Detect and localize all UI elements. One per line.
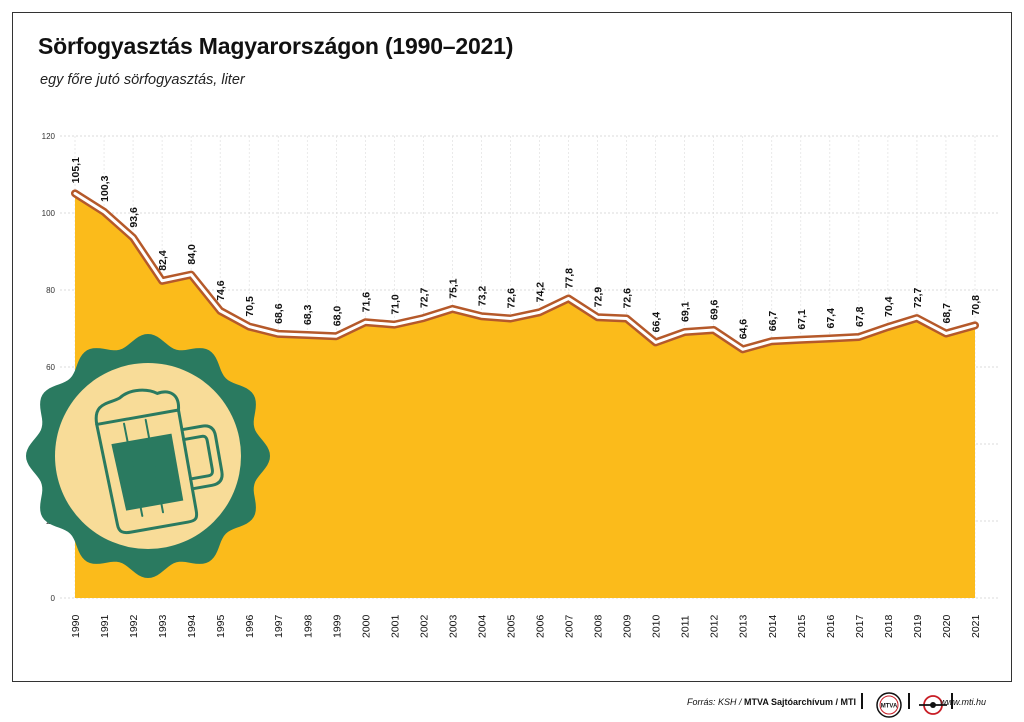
data-label: 68,7 (941, 303, 953, 324)
data-label: 70,5 (244, 296, 256, 317)
x-tick-label: 1998 (302, 614, 314, 638)
x-tick-label: 2007 (564, 614, 576, 638)
website-url: www.mti.hu (939, 697, 986, 707)
y-tick-label: 100 (42, 209, 56, 218)
data-label: 71,6 (360, 292, 372, 313)
data-label: 69,6 (709, 299, 721, 320)
x-tick-label: 1993 (157, 614, 169, 638)
data-label: 70,8 (970, 295, 982, 316)
x-tick-label: 2001 (389, 614, 401, 638)
data-line (71, 189, 979, 354)
data-label: 72,7 (418, 288, 430, 309)
x-tick-label: 2012 (709, 614, 721, 638)
x-tick-label: 2000 (360, 614, 372, 638)
y-tick-label: 120 (42, 132, 56, 141)
logo1-text: MTVA (881, 704, 898, 710)
x-tick-label: 2017 (854, 614, 866, 638)
x-tick-label: 2008 (593, 614, 605, 638)
mug-facets (123, 418, 164, 517)
data-label: 75,1 (447, 278, 459, 299)
x-tick-label: 2005 (505, 614, 517, 638)
source-prefix: Forrás: KSH / (686, 697, 742, 707)
data-label: 70,4 (883, 296, 895, 317)
x-tick-label: 1997 (273, 614, 285, 638)
data-label: 72,6 (622, 288, 634, 309)
data-label: 100,3 (99, 175, 111, 201)
x-tick-label: 2009 (622, 614, 634, 638)
x-tick-label: 2019 (912, 614, 924, 638)
data-label: 77,8 (564, 268, 576, 289)
x-tick-label: 2011 (680, 615, 692, 638)
data-labels: 105,1 100,3 93,6 82,4 84,0 74,6 70,5 68,6 68,3 68… (70, 157, 982, 339)
x-axis-ticks: 1990 1991 1992 1993 1994 1995 1996 1997 1998 1999… (70, 614, 982, 638)
mug-handle-outer (180, 424, 224, 491)
x-tick-label: 2021 (970, 614, 982, 638)
beer-mug-icon (94, 388, 224, 535)
data-area (75, 193, 975, 598)
x-tick-label: 1995 (215, 614, 227, 638)
x-tick-label: 2015 (796, 614, 808, 638)
data-label: 82,4 (157, 250, 169, 271)
data-label: 74,2 (535, 282, 547, 303)
x-tick-label: 2003 (447, 614, 459, 638)
separator (951, 693, 953, 709)
data-label: 72,9 (593, 287, 605, 308)
source-text: Forrás: KSH / MTVA Sajtóarchívum / MTI (687, 697, 856, 707)
separator (861, 693, 863, 709)
x-tick-label: 2013 (738, 614, 750, 638)
separator (908, 693, 910, 709)
x-tick-label: 1991 (99, 614, 111, 638)
x-tick-label: 2018 (883, 614, 895, 638)
x-tick-label: 2020 (941, 614, 953, 638)
footer: Forrás: KSH / MTVA Sajtóarchívum / MTI M… (0, 688, 1024, 722)
x-tick-label: 1990 (70, 614, 82, 638)
data-label: 67,8 (854, 306, 866, 327)
y-tick-label: 0 (51, 594, 56, 603)
data-label: 68,0 (331, 306, 343, 327)
data-label: 67,4 (825, 308, 837, 329)
data-label: 72,6 (505, 288, 517, 309)
data-label: 73,2 (476, 286, 488, 307)
chart-subtitle: egy főre jutó sörfogyasztás, liter (40, 72, 245, 88)
data-label: 66,7 (767, 311, 779, 332)
data-label: 68,3 (302, 304, 314, 325)
data-label: 66,4 (651, 312, 663, 333)
x-tick-label: 2016 (825, 614, 837, 638)
mti-logo-icon (919, 695, 947, 715)
data-label: 69,1 (680, 301, 692, 322)
data-label: 72,7 (912, 288, 924, 309)
data-label: 68,6 (273, 303, 285, 324)
data-label: 74,6 (215, 280, 227, 301)
area-fill (75, 193, 975, 598)
x-tick-label: 1992 (128, 614, 140, 638)
beer-badge (26, 334, 270, 578)
mtva-logo-icon: MTVA (876, 692, 902, 718)
x-tick-label: 1996 (244, 614, 256, 638)
beer-foam (94, 388, 180, 426)
mug-handle-inner (182, 434, 214, 481)
x-tick-label: 2006 (535, 614, 547, 638)
data-label: 71,0 (389, 294, 401, 315)
mug-body (95, 408, 199, 535)
x-tick-label: 2014 (767, 614, 779, 638)
data-label: 84,0 (186, 244, 198, 265)
y-tick-label: 80 (46, 286, 55, 295)
x-tick-label: 2004 (476, 614, 488, 638)
data-label: 67,1 (796, 309, 808, 330)
x-tick-label: 1999 (331, 614, 343, 638)
x-tick-label: 1994 (186, 614, 198, 638)
x-tick-label: 2002 (418, 614, 430, 638)
data-label: 105,1 (70, 157, 82, 183)
data-label: 64,6 (738, 319, 750, 340)
chart-title: Sörfogyasztás Magyarországon (1990–2021) (38, 33, 514, 59)
data-label: 93,6 (128, 207, 140, 228)
x-tick-label: 2010 (651, 614, 663, 638)
y-axis-ticks: 020406080100120 (42, 132, 56, 603)
series-line-inner (73, 191, 977, 351)
y-tick-label: 60 (46, 363, 55, 372)
source-bold: MTVA Sajtóarchívum / MTI (743, 697, 856, 707)
